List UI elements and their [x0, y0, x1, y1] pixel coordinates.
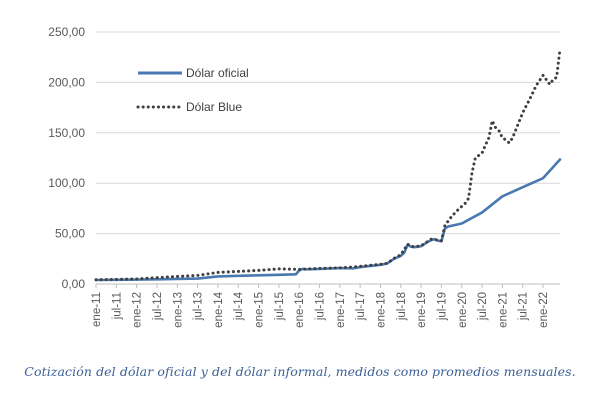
legend-label-blue: Dólar Blue [186, 100, 242, 114]
x-tick-label: ene-22 [538, 292, 550, 328]
legend: Dólar oficial Dólar Blue [136, 66, 249, 114]
gridlines [96, 31, 560, 235]
x-tick-label: jul-11 [111, 292, 123, 320]
x-tick-label: jul-14 [233, 291, 245, 321]
x-tick-label: jul-12 [152, 292, 164, 321]
y-tick-label: 0,00 [62, 277, 86, 291]
x-axis-ticks: ene-11 jul-11 ene-12 jul-12 ene-13 jul-13 ene-… [91, 291, 550, 327]
series-lines [94, 47, 562, 282]
figure-caption: Cotización del dólar oficial y del dólar… [24, 364, 576, 379]
x-tick-label: ene-18 [375, 292, 387, 328]
x-tick-label: jul-18 [396, 292, 408, 321]
y-tick-label: 100,00 [48, 176, 85, 190]
x-tick-label: jul-16 [315, 292, 327, 321]
x-tick-label: ene-21 [497, 292, 509, 328]
series-line-blue [94, 47, 562, 282]
legend-label-oficial: Dólar oficial [186, 66, 249, 80]
x-tick-label: ene-15 [254, 292, 266, 328]
y-tick-label: 200,00 [48, 75, 85, 89]
x-tick-label: ene-19 [416, 292, 428, 328]
x-tick-label: ene-20 [457, 292, 469, 328]
x-tick-label: jul-15 [274, 292, 286, 321]
y-tick-label: 150,00 [48, 126, 85, 140]
x-tick-label: ene-17 [335, 292, 347, 328]
x-tick-label: ene-14 [213, 291, 225, 327]
x-tick-label: ene-12 [132, 292, 144, 328]
y-tick-label: 250,00 [48, 25, 85, 39]
x-axis [95, 283, 560, 288]
x-tick-label: ene-16 [294, 292, 306, 328]
y-tick-label: 50,00 [55, 227, 85, 241]
x-tick-label: jul-19 [436, 292, 448, 321]
x-tick-label: jul-20 [477, 292, 489, 321]
x-tick-label: jul-13 [193, 292, 205, 321]
series-line-oficial [94, 158, 562, 282]
x-tick-label: ene-11 [91, 292, 103, 327]
y-axis-ticks: 0,00 50,00 100,00 150,00 200,00 250,00 [48, 25, 85, 291]
x-tick-label: jul-21 [518, 292, 530, 321]
x-tick-label: ene-13 [172, 292, 184, 328]
x-tick-label: jul-17 [355, 292, 367, 321]
